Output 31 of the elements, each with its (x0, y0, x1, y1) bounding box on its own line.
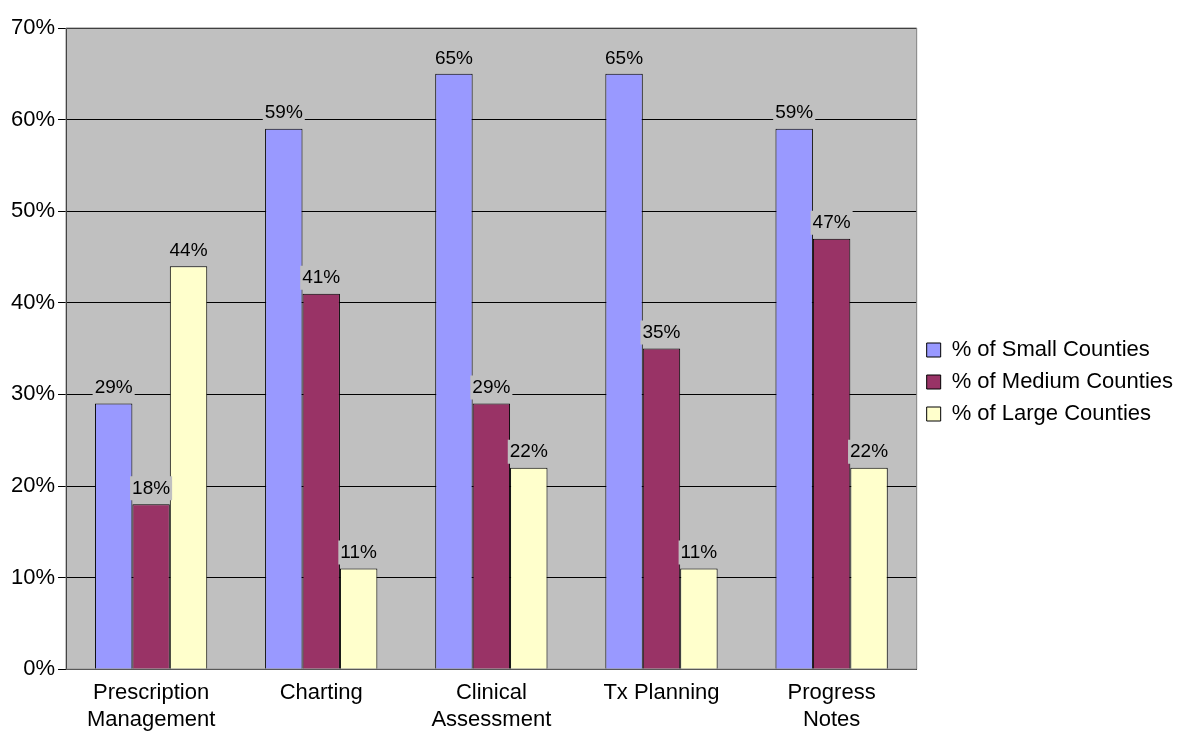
data-label: 29% (94, 376, 133, 398)
x-tick-label: Tx Planning (603, 679, 720, 705)
data-label: 47% (812, 211, 851, 233)
x-tick-label: Clinical Assessment (431, 679, 552, 731)
y-tick-label: 0% (23, 655, 56, 681)
y-tick-label: 10% (10, 563, 56, 589)
legend-label: % of Medium Counties (951, 368, 1174, 394)
data-label: 29% (472, 376, 511, 398)
x-tick-label: Charting (279, 679, 363, 705)
y-tick-label: 30% (10, 380, 56, 406)
data-label: 22% (509, 440, 548, 462)
legend-label: % of Large Counties (951, 400, 1152, 426)
y-tick-label: 70% (10, 14, 56, 40)
data-label: 44% (169, 238, 208, 260)
x-tick-label: Prescription Management (86, 679, 216, 731)
data-label: 59% (264, 101, 303, 123)
y-tick-label: 40% (10, 288, 56, 314)
data-label: 41% (302, 266, 341, 288)
data-label: 11% (680, 541, 718, 563)
data-label: 22% (850, 440, 889, 462)
data-label: 59% (775, 101, 814, 123)
y-tick-label: 60% (10, 105, 56, 131)
legend-label: % of Small Counties (951, 336, 1150, 362)
data-label: 18% (132, 477, 171, 499)
data-label: 35% (642, 321, 681, 343)
y-tick-label: 20% (10, 472, 56, 498)
data-label: 65% (605, 46, 644, 68)
x-tick-label: Progress Notes (787, 679, 876, 731)
data-label: 11% (340, 541, 378, 563)
data-label: 65% (434, 46, 474, 68)
y-tick-label: 50% (10, 197, 56, 223)
